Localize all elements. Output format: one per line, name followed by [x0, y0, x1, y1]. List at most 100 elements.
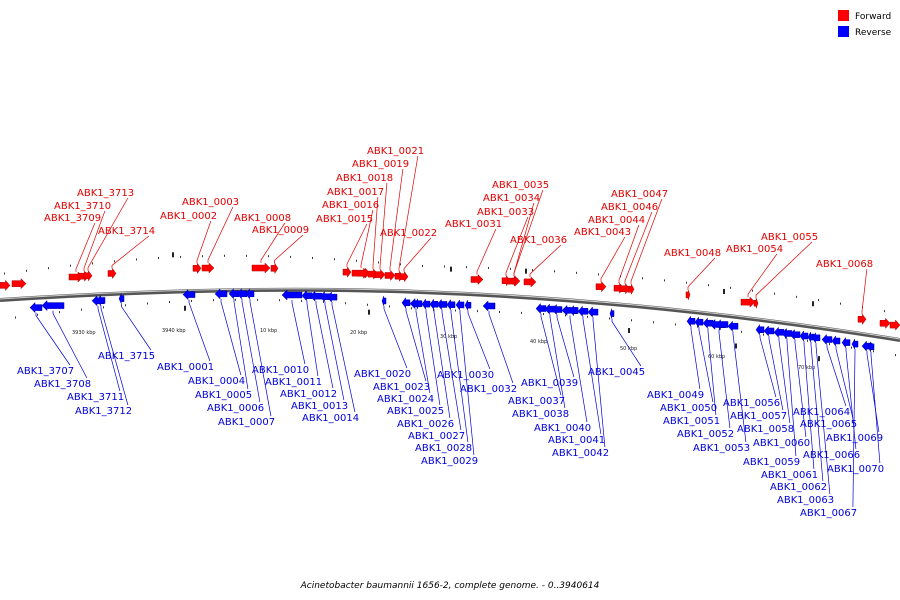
- reverse-gene-arrow[interactable]: [536, 304, 546, 314]
- forward-gene-label[interactable]: ABK1_0016: [322, 200, 379, 211]
- reverse-gene-label[interactable]: ABK1_0052: [677, 429, 734, 440]
- forward-gene-label[interactable]: ABK1_0017: [327, 187, 384, 198]
- forward-gene-arrow[interactable]: [12, 279, 26, 289]
- reverse-gene-label[interactable]: ABK1_0027: [408, 431, 465, 442]
- forward-gene-label[interactable]: ABK1_3710: [54, 201, 111, 212]
- reverse-gene-label[interactable]: ABK1_0058: [737, 424, 794, 435]
- forward-gene-label[interactable]: ABK1_0008: [234, 213, 291, 224]
- reverse-gene-label[interactable]: ABK1_0013: [291, 401, 348, 412]
- forward-gene-label[interactable]: ABK1_3713: [77, 188, 134, 199]
- reverse-gene-label[interactable]: ABK1_0024: [377, 394, 434, 405]
- reverse-gene-label[interactable]: ABK1_0023: [373, 382, 430, 393]
- reverse-gene-label[interactable]: ABK1_3707: [17, 366, 74, 377]
- reverse-gene-label[interactable]: ABK1_0030: [437, 370, 494, 381]
- reverse-gene-label[interactable]: ABK1_3711: [67, 392, 124, 403]
- reverse-gene-label[interactable]: ABK1_0011: [265, 377, 322, 388]
- reverse-gene-label[interactable]: ABK1_0056: [723, 398, 780, 409]
- reverse-gene-arrow[interactable]: [42, 301, 64, 311]
- forward-gene-label[interactable]: ABK1_0068: [816, 259, 873, 270]
- forward-gene-arrow[interactable]: [524, 277, 536, 287]
- reverse-gene-label[interactable]: ABK1_3715: [98, 351, 155, 362]
- forward-gene-label[interactable]: ABK1_0048: [664, 248, 721, 259]
- reverse-gene-label[interactable]: ABK1_0051: [663, 416, 720, 427]
- reverse-gene-label[interactable]: ABK1_0070: [827, 464, 884, 475]
- forward-gene-arrow[interactable]: [385, 270, 395, 280]
- reverse-gene-arrow[interactable]: [588, 307, 598, 317]
- forward-gene-arrow[interactable]: [271, 263, 278, 273]
- forward-gene-label[interactable]: ABK1_3709: [44, 213, 101, 224]
- forward-gene-label[interactable]: ABK1_0009: [252, 225, 309, 236]
- reverse-gene-arrow[interactable]: [437, 299, 447, 309]
- forward-gene-arrow[interactable]: [0, 280, 10, 290]
- forward-gene-label[interactable]: ABK1_0019: [352, 159, 409, 170]
- forward-gene-label[interactable]: ABK1_0018: [336, 173, 393, 184]
- reverse-gene-arrow[interactable]: [465, 300, 471, 310]
- forward-gene-label[interactable]: ABK1_0022: [380, 228, 437, 239]
- forward-gene-label[interactable]: ABK1_0036: [510, 235, 567, 246]
- forward-gene-label[interactable]: ABK1_0015: [316, 214, 373, 225]
- reverse-gene-label[interactable]: ABK1_0007: [218, 417, 275, 428]
- forward-gene-label[interactable]: ABK1_0055: [761, 232, 818, 243]
- forward-gene-arrow[interactable]: [880, 318, 890, 328]
- forward-gene-arrow[interactable]: [108, 268, 116, 278]
- forward-gene-arrow[interactable]: [252, 263, 270, 273]
- forward-gene-arrow[interactable]: [686, 290, 690, 300]
- reverse-gene-label[interactable]: ABK1_3712: [75, 406, 132, 417]
- reverse-gene-arrow[interactable]: [402, 298, 410, 308]
- reverse-gene-arrow[interactable]: [687, 316, 695, 326]
- reverse-gene-label[interactable]: ABK1_0067: [800, 508, 857, 519]
- reverse-gene-label[interactable]: ABK1_0005: [195, 390, 252, 401]
- reverse-gene-label[interactable]: ABK1_0057: [730, 411, 787, 422]
- forward-gene-label[interactable]: ABK1_0002: [160, 211, 217, 222]
- forward-gene-label[interactable]: ABK1_3714: [98, 226, 155, 237]
- forward-gene-label[interactable]: ABK1_0044: [588, 215, 645, 226]
- forward-gene-arrow[interactable]: [858, 314, 866, 324]
- reverse-gene-label[interactable]: ABK1_0062: [770, 482, 827, 493]
- reverse-gene-label[interactable]: ABK1_0069: [826, 433, 883, 444]
- reverse-gene-label[interactable]: ABK1_0012: [280, 389, 337, 400]
- reverse-gene-label[interactable]: ABK1_0065: [800, 419, 857, 430]
- reverse-gene-arrow[interactable]: [832, 336, 840, 346]
- reverse-gene-label[interactable]: ABK1_0064: [793, 407, 850, 418]
- reverse-gene-arrow[interactable]: [410, 299, 422, 309]
- forward-gene-arrow[interactable]: [352, 268, 370, 278]
- forward-gene-label[interactable]: ABK1_0033: [477, 207, 534, 218]
- reverse-gene-label[interactable]: ABK1_0045: [588, 367, 645, 378]
- forward-gene-arrow[interactable]: [754, 298, 758, 308]
- reverse-gene-arrow[interactable]: [422, 299, 430, 309]
- reverse-gene-arrow[interactable]: [578, 306, 588, 316]
- reverse-gene-arrow[interactable]: [430, 299, 438, 309]
- reverse-gene-label[interactable]: ABK1_0050: [660, 403, 717, 414]
- forward-gene-arrow[interactable]: [193, 263, 201, 273]
- forward-gene-arrow[interactable]: [375, 270, 385, 280]
- reverse-gene-label[interactable]: ABK1_0037: [508, 396, 565, 407]
- forward-gene-arrow[interactable]: [596, 282, 606, 292]
- forward-gene-label[interactable]: ABK1_0003: [182, 197, 239, 208]
- reverse-gene-label[interactable]: ABK1_3708: [34, 379, 91, 390]
- reverse-gene-arrow[interactable]: [822, 335, 832, 345]
- reverse-gene-arrow[interactable]: [610, 309, 614, 319]
- reverse-gene-label[interactable]: ABK1_0010: [252, 365, 309, 376]
- forward-gene-arrow[interactable]: [471, 275, 483, 285]
- reverse-gene-label[interactable]: ABK1_0014: [302, 413, 359, 424]
- reverse-gene-label[interactable]: ABK1_0063: [777, 495, 834, 506]
- forward-gene-label[interactable]: ABK1_0046: [601, 202, 658, 213]
- reverse-gene-arrow[interactable]: [695, 317, 703, 327]
- reverse-gene-arrow[interactable]: [756, 325, 764, 335]
- reverse-gene-arrow[interactable]: [728, 321, 738, 331]
- forward-gene-arrow[interactable]: [741, 297, 755, 307]
- reverse-gene-arrow[interactable]: [382, 296, 386, 306]
- forward-gene-label[interactable]: ABK1_0047: [611, 189, 668, 200]
- reverse-gene-label[interactable]: ABK1_0029: [421, 456, 478, 467]
- reverse-gene-label[interactable]: ABK1_0032: [460, 384, 517, 395]
- forward-gene-label[interactable]: ABK1_0035: [492, 180, 549, 191]
- forward-gene-label[interactable]: ABK1_0031: [445, 219, 502, 230]
- reverse-gene-label[interactable]: ABK1_0028: [415, 443, 472, 454]
- reverse-gene-arrow[interactable]: [800, 331, 808, 341]
- reverse-gene-label[interactable]: ABK1_0026: [397, 419, 454, 430]
- reverse-gene-label[interactable]: ABK1_0060: [753, 438, 810, 449]
- forward-gene-arrow[interactable]: [400, 272, 408, 282]
- reverse-gene-arrow[interactable]: [447, 300, 455, 310]
- forward-gene-arrow[interactable]: [343, 267, 351, 277]
- forward-gene-arrow[interactable]: [628, 284, 634, 294]
